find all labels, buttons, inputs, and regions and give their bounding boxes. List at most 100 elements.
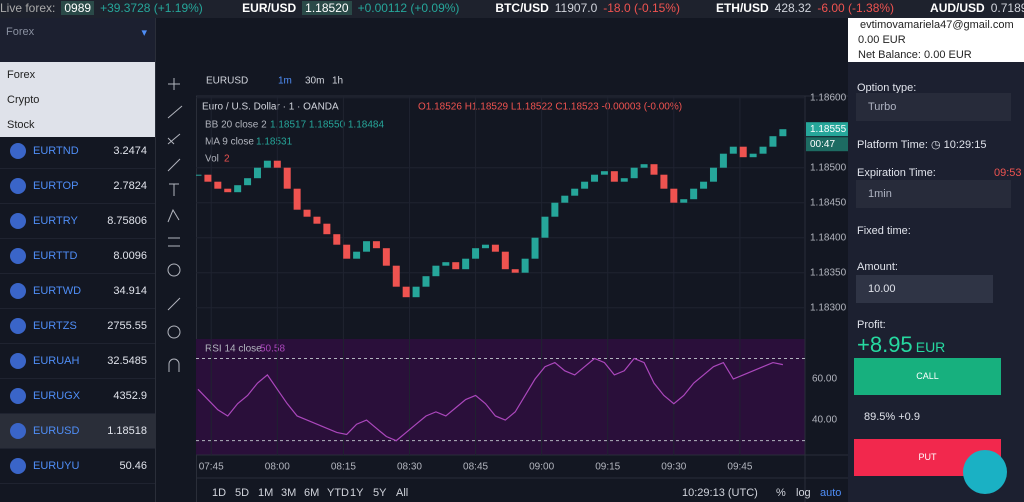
arrow: ▾	[141, 27, 147, 39]
call-button[interactable]: CALL	[854, 358, 1001, 395]
range[interactable]: 3M	[281, 487, 297, 499]
candle	[432, 265, 440, 277]
magnet-icon	[168, 358, 180, 372]
candle	[422, 276, 430, 287]
candle	[196, 174, 202, 176]
chat-button[interactable]	[963, 450, 1007, 494]
option: Turbo	[868, 101, 897, 113]
market-option[interactable]: Crypto	[7, 94, 40, 106]
candle	[333, 234, 341, 245]
market-row[interactable]: EURUGX 4352.9	[0, 379, 155, 414]
ticker-price: 0.71897	[990, 1, 1024, 15]
flag	[10, 353, 26, 369]
x-tick-label: 09:15	[595, 462, 620, 473]
profit: +8.95	[857, 332, 913, 357]
balance: 0.00 EUR	[858, 34, 906, 46]
symbol: EURUGX	[33, 390, 81, 402]
market-row[interactable]: EURUYU 50.46	[0, 449, 155, 484]
vol-label: Vol	[205, 154, 219, 165]
candle	[709, 167, 717, 182]
rsi-label: RSI 14 close	[205, 344, 262, 355]
market-option[interactable]: Stock	[7, 119, 35, 131]
market-row[interactable]: EURTZS 2755.55	[0, 309, 155, 344]
last-price: 1.18555	[810, 124, 847, 135]
line-icon	[167, 105, 183, 119]
measure-icon	[168, 237, 180, 247]
legend-ohlc: O1.18526 H1.18529 L1.18522 C1.18523 -0.0…	[418, 102, 682, 113]
ticker-pair: ETH/USD	[715, 1, 769, 15]
candle	[680, 199, 688, 203]
market-row[interactable]: EURTWD 34.914	[0, 274, 155, 309]
ruler-icon	[167, 297, 181, 311]
candle	[670, 188, 678, 203]
price: 32.5485	[107, 355, 147, 367]
chart: EURUSD Euro / U.S. Dollar · 1 · OANDA O1…	[196, 66, 848, 502]
candle	[561, 195, 569, 203]
candle	[234, 185, 242, 193]
market-select[interactable]: Forex ▾	[0, 18, 155, 62]
rsi-line	[197, 357, 783, 442]
market-option[interactable]: Forex	[7, 69, 36, 81]
market-row[interactable]: EURUSD 1.18518	[0, 414, 155, 449]
log[interactable]: log	[796, 487, 811, 499]
candle	[392, 265, 400, 287]
market-panel: Forex ▾ Forex Crypto Stock EURTND 3.2474 EURT…	[0, 18, 156, 502]
candle	[402, 286, 410, 298]
expiration-select[interactable]: 1min	[856, 180, 1011, 208]
candle	[412, 286, 420, 298]
drawing-tools	[156, 66, 197, 502]
auto[interactable]: auto	[820, 487, 842, 499]
candle	[531, 237, 539, 259]
candle	[491, 244, 499, 252]
symbol[interactable]: EURUSD	[206, 76, 248, 87]
ticker-label: Live forex:	[0, 1, 56, 15]
range[interactable]: 5Y	[373, 487, 387, 499]
range[interactable]: 1Y	[350, 487, 364, 499]
option-select[interactable]: Turbo	[856, 93, 1011, 121]
range[interactable]: 5D	[235, 487, 250, 499]
ticker-pair: EUR/USD	[242, 1, 297, 15]
ticker-bar: Live forex: 0989 +39.3728 (+1.19%) EUR/USD…	[0, 0, 1024, 18]
candle	[610, 171, 618, 182]
ticker-price: 428.32	[774, 1, 812, 15]
flag	[10, 248, 26, 264]
flag	[10, 458, 26, 474]
interval[interactable]: 1h	[332, 76, 343, 87]
candle	[462, 258, 470, 270]
bb-label: BB 20 close 2	[205, 120, 267, 131]
candle	[363, 241, 371, 252]
symbol: EURTTD	[33, 250, 78, 262]
range[interactable]: All	[396, 487, 409, 499]
candle	[620, 178, 628, 182]
candle	[303, 209, 311, 217]
candle	[650, 164, 658, 175]
fixed-label: Fixed time:	[857, 225, 911, 237]
candle	[382, 248, 390, 266]
platform-time: 10:29:15	[943, 139, 987, 151]
candle	[660, 174, 668, 189]
rsi-value: 50.58	[260, 344, 285, 355]
market-row[interactable]: EURTRY 8.75806	[0, 204, 155, 239]
market-row[interactable]: EURUAH 32.5485	[0, 344, 155, 379]
y-tick-label: 1.18450	[810, 197, 847, 208]
symbol: EURUAH	[33, 355, 80, 367]
percent[interactable]: %	[776, 487, 786, 499]
flag	[10, 213, 26, 229]
candle	[244, 178, 252, 186]
amount-input[interactable]: 10.00	[856, 275, 993, 303]
market-row[interactable]: EURTOP 2.7824	[0, 169, 155, 204]
market-row[interactable]: EURTTD 8.0096	[0, 239, 155, 274]
interval[interactable]: 1m	[278, 76, 292, 87]
candle	[541, 216, 549, 238]
market-row[interactable]: EURTND 3.2474	[0, 134, 155, 169]
range[interactable]: 6M	[304, 487, 320, 499]
x-tick-label: 09:45	[727, 462, 752, 473]
candle	[571, 188, 579, 196]
interval[interactable]: 30m	[305, 76, 324, 87]
range[interactable]: 1M	[258, 487, 274, 499]
range[interactable]: 1D	[212, 487, 227, 499]
symbol: EURTRY	[33, 215, 78, 227]
candle	[253, 167, 261, 179]
range[interactable]: YTD	[327, 487, 349, 499]
